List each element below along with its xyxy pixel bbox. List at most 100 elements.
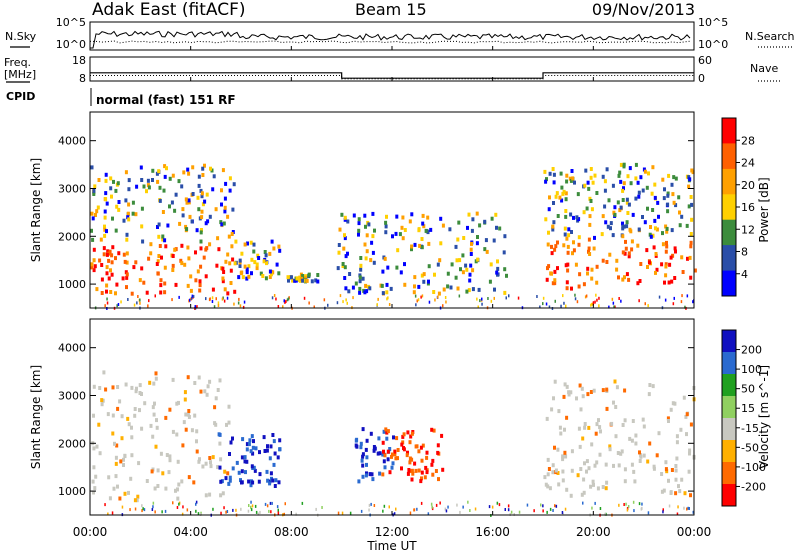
power-noise-cell bbox=[664, 298, 667, 302]
power-echo-cell-3 bbox=[496, 266, 500, 271]
power-echo-cell-4 bbox=[661, 231, 664, 236]
velocity-echo-cell-3 bbox=[424, 465, 428, 470]
power-echo-cell-4 bbox=[629, 181, 633, 186]
power-echo-cell-0 bbox=[146, 178, 150, 183]
power-noise-cell bbox=[178, 295, 180, 299]
velocity-echo-cell-4 bbox=[559, 431, 563, 436]
velocity-noise-cell bbox=[232, 508, 234, 512]
velocity-noise-cell bbox=[542, 504, 544, 508]
power-echo-cell-0 bbox=[228, 188, 232, 193]
velocity-echo-cell-4 bbox=[616, 451, 620, 455]
velocity-noise-cell bbox=[181, 512, 184, 516]
power-echo-cell-4 bbox=[655, 267, 659, 272]
velocity-echo-cell-1 bbox=[239, 478, 242, 483]
power-echo-cell-0 bbox=[233, 289, 237, 294]
time-tick-label: 00:00 bbox=[677, 525, 712, 539]
velocity-echo-cell-4 bbox=[689, 422, 693, 427]
power-echo-cell-3 bbox=[359, 263, 363, 268]
velocity-echo-cell-3 bbox=[393, 452, 397, 457]
power-echo-cell-4 bbox=[587, 237, 591, 242]
power-noise-cell bbox=[209, 297, 211, 301]
velocity-echo-cell-1 bbox=[269, 444, 273, 449]
velocity-noise-cell bbox=[223, 506, 225, 510]
power-echo-cell-4 bbox=[566, 268, 570, 273]
power-echo-cell-4 bbox=[619, 179, 623, 184]
velocity-echo-cell-2 bbox=[361, 427, 365, 432]
power-echo-cell-0 bbox=[180, 184, 184, 189]
power-echo-cell-0 bbox=[95, 209, 99, 214]
power-echo-cell-0 bbox=[202, 255, 206, 260]
power-echo-cell-0 bbox=[114, 228, 118, 233]
power-echo-cell-0 bbox=[201, 166, 205, 171]
power-echo-cell-0 bbox=[203, 163, 206, 168]
velocity-echo-cell-2 bbox=[377, 436, 381, 441]
power-echo-cell-3 bbox=[442, 287, 446, 292]
velocity-colorbar-swatch bbox=[722, 418, 736, 441]
power-echo-cell-3 bbox=[384, 230, 388, 235]
power-echo-cell-0 bbox=[223, 196, 227, 201]
power-echo-cell-4 bbox=[552, 201, 555, 205]
velocity-echo-cell-4 bbox=[674, 468, 678, 473]
power-echo-cell-4 bbox=[554, 244, 558, 249]
power-echo-cell-0 bbox=[125, 275, 129, 280]
power-echo-cell-0 bbox=[226, 214, 230, 219]
velocity-echo-cell-0 bbox=[226, 471, 230, 476]
velocity-echo-cell-0 bbox=[92, 413, 95, 418]
velocity-echo-cell-3 bbox=[402, 447, 406, 452]
power-echo-cell-0 bbox=[126, 211, 130, 216]
velocity-echo-cell-2 bbox=[378, 451, 382, 456]
velocity-echo-cell-4 bbox=[561, 469, 565, 474]
velocity-echo-cell-2 bbox=[383, 465, 387, 470]
power-echo-cell-0 bbox=[199, 264, 203, 269]
velocity-echo-cell-4 bbox=[687, 469, 691, 474]
velocity-echo-cell-4 bbox=[667, 419, 670, 423]
power-echo-cell-3 bbox=[457, 220, 461, 225]
power-echo-cell-3 bbox=[367, 222, 371, 227]
velocity-echo-cell-3 bbox=[419, 445, 423, 450]
velocity-echo-cell-0 bbox=[127, 490, 130, 495]
power-echo-cell-3 bbox=[489, 262, 493, 267]
power-echo-cell-3 bbox=[462, 236, 466, 240]
power-noise-cell bbox=[479, 299, 481, 303]
power-echo-cell-4 bbox=[623, 275, 626, 280]
power-echo-cell-0 bbox=[155, 171, 159, 176]
velocity-echo-cell-0 bbox=[93, 486, 97, 491]
power-echo-cell-3 bbox=[395, 265, 399, 270]
power-echo-cell-4 bbox=[661, 242, 665, 247]
power-echo-cell-3 bbox=[485, 249, 489, 254]
velocity-echo-cell-4 bbox=[590, 442, 594, 447]
power-echo-cell-3 bbox=[495, 270, 499, 275]
velocity-echo-cell-1 bbox=[247, 479, 251, 484]
time-axis: 00:00 04:00 08:00 12:00 16:00 20:00 00:00 bbox=[73, 46, 712, 539]
velocity-noise-cell bbox=[633, 509, 635, 513]
velocity-echo-cell-1 bbox=[258, 472, 262, 477]
power-echo-cell-1 bbox=[252, 242, 256, 247]
power-echo-cell-3 bbox=[427, 279, 430, 284]
power-echo-cell-4 bbox=[546, 242, 550, 247]
power-echo-cell-4 bbox=[628, 227, 632, 232]
power-echo-cell-4 bbox=[621, 226, 625, 231]
power-echo-cell-4 bbox=[668, 262, 672, 267]
power-ytick-label: 1000 bbox=[58, 278, 86, 291]
power-echo-cell-3 bbox=[468, 278, 472, 283]
power-echo-cell-0 bbox=[117, 251, 121, 256]
velocity-echo-cell-4 bbox=[545, 416, 549, 421]
velocity-echo-cell-4 bbox=[575, 396, 578, 401]
power-echo-cell-0 bbox=[93, 184, 97, 189]
velocity-noise-cell bbox=[444, 507, 447, 511]
power-noise-cell bbox=[590, 303, 592, 307]
velocity-echo-cell-1 bbox=[249, 483, 253, 488]
power-echo-cell-0 bbox=[155, 262, 159, 266]
velocity-echo-cell-2 bbox=[386, 457, 390, 462]
velocity-echo-cell-3 bbox=[410, 468, 414, 473]
velocity-echo-cell-3 bbox=[390, 454, 393, 459]
power-echo-cell-2 bbox=[304, 279, 307, 284]
velocity-echo-cell-0 bbox=[118, 496, 122, 501]
velocity-noise-cell bbox=[161, 510, 163, 514]
velocity-echo-cell-4 bbox=[556, 471, 560, 475]
velocity-noise-cell bbox=[225, 510, 227, 514]
power-echo-cell-3 bbox=[364, 224, 367, 229]
power-echo-cell-3 bbox=[344, 254, 348, 259]
power-echo-cell-3 bbox=[346, 251, 349, 256]
velocity-echo-cell-2 bbox=[382, 459, 386, 464]
